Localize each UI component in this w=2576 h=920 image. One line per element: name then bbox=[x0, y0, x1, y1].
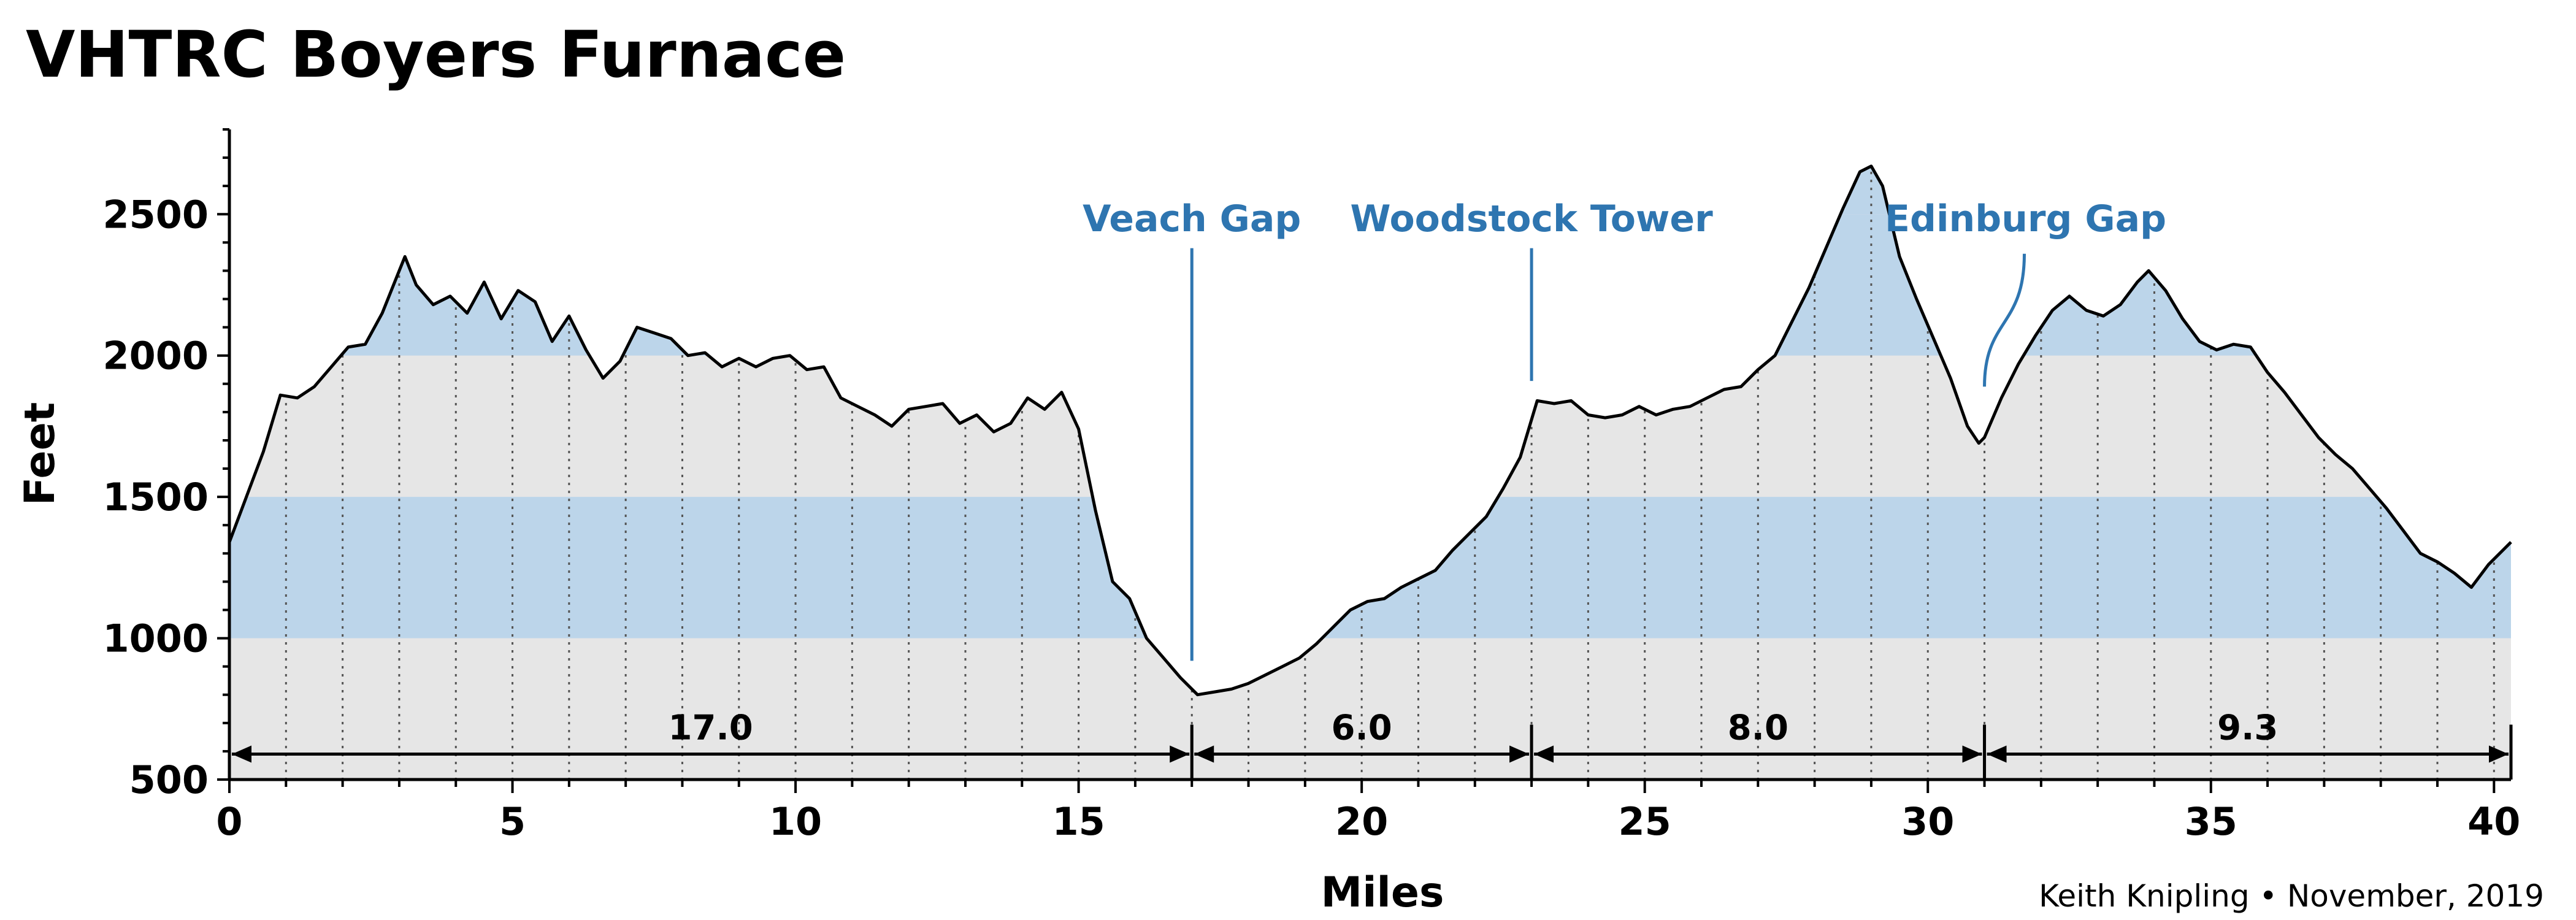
chart-credit: Keith Knipling • November, 2019 bbox=[2039, 878, 2544, 914]
y-axis-label: Feet bbox=[16, 402, 64, 505]
segment-distance-label: 8.0 bbox=[1728, 708, 1788, 748]
y-tick-label: 1500 bbox=[102, 475, 209, 519]
elevation-band bbox=[229, 497, 2511, 638]
x-tick-label: 40 bbox=[2467, 799, 2520, 844]
elevation-line bbox=[228, 164, 2512, 697]
elevation-profile-line bbox=[228, 164, 2512, 697]
aid-station-leader bbox=[1983, 253, 2026, 387]
segment-arrowhead-right bbox=[1509, 745, 1530, 763]
elevation-band bbox=[229, 166, 2511, 215]
profile-fill-base bbox=[229, 166, 2511, 780]
y-tick-label: 500 bbox=[129, 757, 209, 802]
segment-arrowhead-right bbox=[2489, 745, 2509, 763]
segment-arrowhead-left bbox=[1194, 745, 1214, 763]
segment-arrowhead-left bbox=[1534, 745, 1554, 763]
segment-arrowhead-right bbox=[1170, 745, 1190, 763]
aid-station-label: Woodstock Tower bbox=[1350, 197, 1713, 240]
x-axis-label: Miles bbox=[1321, 868, 1444, 917]
segment-arrowhead-left bbox=[232, 745, 251, 763]
x-tick-label: 0 bbox=[216, 799, 242, 844]
segment-distance-label: 6.0 bbox=[1332, 708, 1392, 748]
x-tick-label: 30 bbox=[1901, 799, 1954, 844]
segment-distances: 17.0 6.0 8.0 9.3 bbox=[228, 708, 2513, 780]
chart-title: VHTRC Boyers Furnace bbox=[26, 17, 846, 92]
segment-distance-label: 17.0 bbox=[669, 708, 753, 748]
x-tick-label: 25 bbox=[1619, 799, 1671, 844]
segment-distance-label: 9.3 bbox=[2217, 708, 2278, 748]
profile-fill-clip bbox=[229, 166, 2511, 780]
x-tick-label: 15 bbox=[1052, 799, 1105, 844]
axes: 500 1000 1500 2000 2500 0 5 10 15 20 25 30 35 40 bbox=[102, 128, 2520, 844]
aid-station-annotations: Veach Gap Woodstock Tower Edinburg Gap bbox=[1083, 197, 2166, 661]
y-tick-label: 2500 bbox=[102, 192, 209, 237]
x-tick-label: 10 bbox=[769, 799, 822, 844]
aid-station-label: Edinburg Gap bbox=[1885, 197, 2166, 240]
y-tick-label: 2000 bbox=[102, 334, 209, 378]
profile-fill bbox=[229, 166, 2511, 780]
segment-arrowhead-left bbox=[1987, 745, 2007, 763]
y-tick-label: 1000 bbox=[102, 616, 209, 661]
aid-station-label: Veach Gap bbox=[1083, 197, 1301, 240]
x-tick-label: 20 bbox=[1335, 799, 1388, 844]
segment-arrowhead-right bbox=[1962, 745, 1982, 763]
x-tick-label: 5 bbox=[499, 799, 526, 844]
x-tick-label: 35 bbox=[2185, 799, 2237, 844]
